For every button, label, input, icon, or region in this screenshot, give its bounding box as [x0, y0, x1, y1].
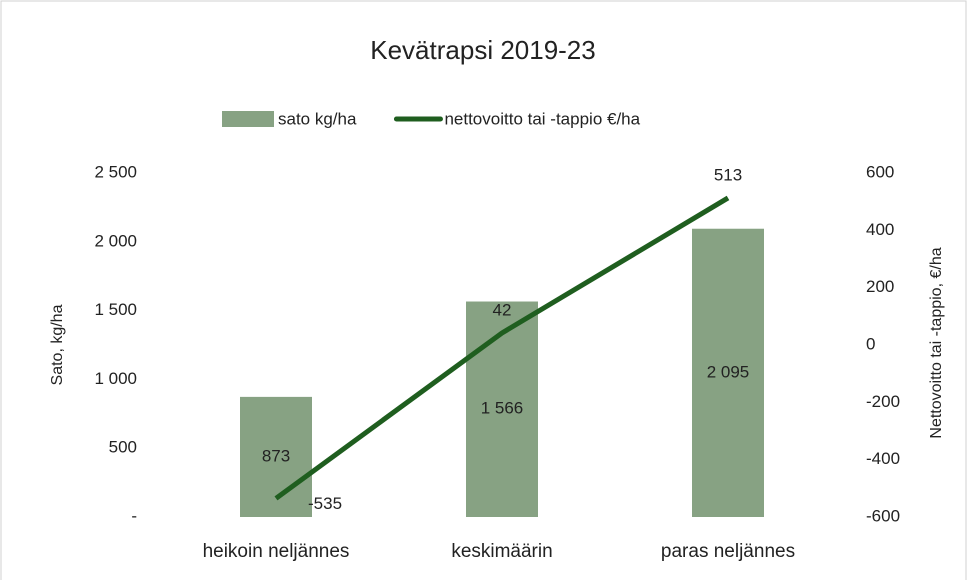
y2-axis-title: Nettovoitto tai -tappio, €/ha [928, 247, 945, 438]
x-tick-label: keskimäärin [451, 541, 552, 562]
line-value-label: 42 [493, 300, 512, 319]
bar [692, 228, 764, 517]
y2-tick-label: 400 [866, 220, 894, 239]
y2-tick-label: 600 [866, 162, 894, 181]
bar-value-label: 1 566 [481, 399, 524, 418]
line-value-label: -535 [308, 494, 342, 513]
bar-value-label: 2 095 [707, 362, 750, 381]
y-tick-label: 1 500 [94, 300, 137, 319]
y-tick-label: 2 000 [94, 231, 137, 250]
chart-title: Kevätrapsi 2019-23 [370, 35, 595, 65]
x-tick-label: heikoin neljännes [203, 541, 350, 562]
y-tick-label: 500 [109, 438, 137, 457]
bar [466, 301, 538, 517]
line [274, 195, 730, 501]
y2-tick-label: -200 [866, 392, 900, 411]
y-tick-label: 2 500 [94, 162, 137, 181]
x-tick-label: paras neljännes [661, 541, 795, 562]
legend-label: sato kg/ha [278, 109, 357, 128]
line-value-label: 513 [714, 165, 742, 184]
y2-tick-label: 200 [866, 277, 894, 296]
bar-value-label: 873 [262, 446, 290, 465]
legend-label: nettovoitto tai -tappio €/ha [444, 109, 640, 128]
y2-tick-label: -600 [866, 506, 900, 525]
y2-tick-label: 0 [866, 334, 875, 353]
y-tick-label: - [131, 506, 137, 525]
y-tick-label: 1 000 [94, 369, 137, 388]
y-axis-title: Sato, kg/ha [49, 304, 66, 385]
legend-swatch [222, 111, 274, 127]
y2-tick-label: -400 [866, 449, 900, 468]
